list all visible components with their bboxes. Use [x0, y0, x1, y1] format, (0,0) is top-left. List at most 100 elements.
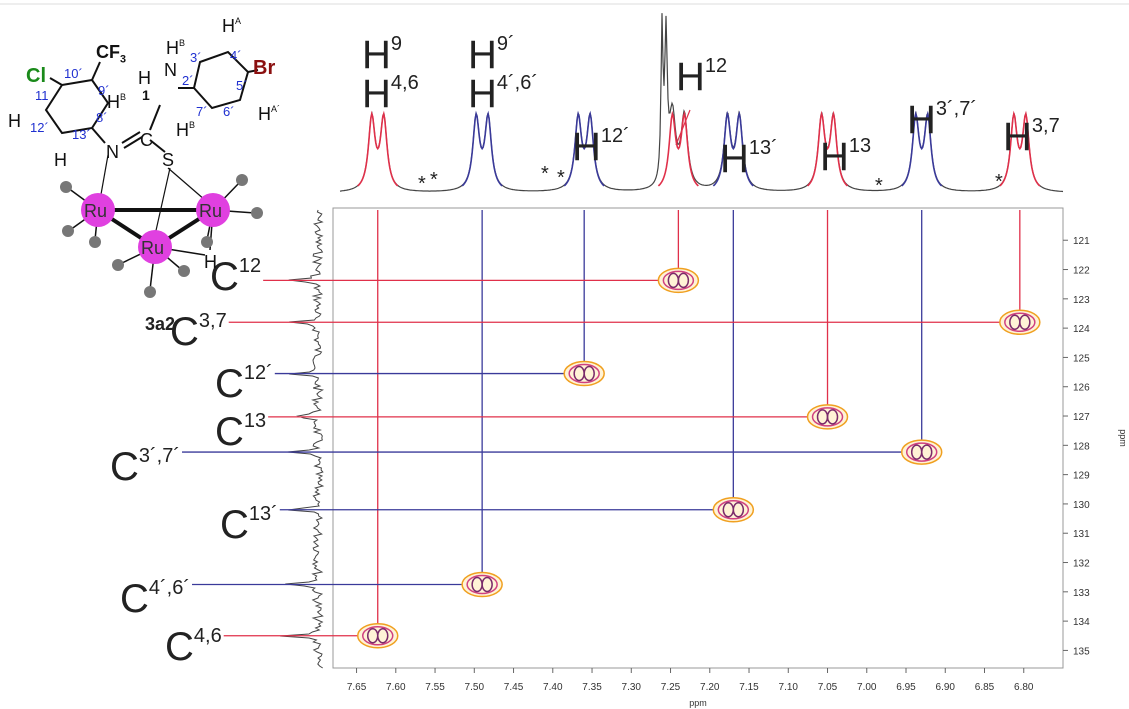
proton-peak [461, 110, 503, 187]
label-base: H [676, 55, 705, 99]
label-base: Br [253, 57, 275, 79]
atom-number: 6´ [223, 104, 235, 119]
proton-label: H3´,7´ [907, 98, 977, 142]
label-base: H [138, 68, 151, 88]
label-base: H [1003, 115, 1032, 159]
x-tick-label: 7.50 [465, 682, 485, 693]
label-base: H [572, 125, 601, 169]
carbon-trace [280, 209, 325, 669]
x-tick-label: 7.15 [739, 682, 759, 693]
cross-peak [356, 623, 399, 649]
atom-number: 3´ [190, 50, 202, 65]
label-sup: 13´ [249, 503, 278, 525]
inner-contour [583, 365, 595, 382]
cross-peak [563, 360, 605, 387]
label-base: C [210, 255, 239, 299]
atom-label: C [140, 130, 153, 150]
proton-label: H9´ [468, 33, 515, 77]
atom-number: 8´ [96, 110, 108, 125]
label-sup: B [179, 38, 185, 48]
carbon-label: C4,6 [165, 625, 222, 669]
asterisk: * [430, 169, 438, 191]
bond [49, 77, 63, 86]
cross-peak [900, 439, 943, 465]
label-base: H [362, 72, 391, 116]
label-base: C [215, 410, 244, 454]
ru-atoms [81, 193, 230, 264]
compound-label: 3a2 [145, 314, 175, 334]
asterisk: * [418, 173, 426, 195]
label-sup: A´ [271, 104, 280, 114]
inner-contour [376, 628, 389, 644]
label-base: C [170, 310, 199, 354]
atom-label: Br [253, 57, 275, 79]
x-tick-label: 7.10 [779, 682, 799, 693]
y-tick-label: 134 [1073, 617, 1090, 628]
cross-peak [806, 404, 849, 430]
label-sup: 3´,7´ [936, 98, 977, 120]
label-sup: 12 [705, 55, 727, 77]
label-base: H [176, 120, 189, 140]
proton-label: H12´ [572, 125, 630, 169]
inner-contour [466, 574, 498, 595]
label-sup: 9 [391, 33, 402, 55]
x-tick-label: 6.85 [975, 682, 995, 693]
proton-label: H12 [676, 55, 727, 99]
label-sup: 13 [244, 410, 266, 432]
co-balls [60, 174, 263, 298]
atom-number: 5´ [236, 78, 248, 93]
carbon-label: C13´ [220, 503, 278, 547]
label-sup: 3,7 [199, 310, 227, 332]
label-sup: B [120, 92, 126, 102]
label-base: H [222, 16, 235, 36]
label-sup: 9´ [497, 33, 515, 55]
cross-peak [657, 267, 700, 294]
bond [123, 136, 143, 149]
inner-contour [677, 272, 690, 289]
label-base: C [110, 445, 139, 489]
bond [149, 104, 161, 131]
y-tick-label: 132 [1073, 559, 1090, 570]
cross-peak [999, 309, 1041, 336]
bond [154, 167, 171, 236]
label-sup: 3´,7´ [139, 445, 180, 467]
asterisk: * [541, 163, 549, 185]
label-base: 1 [142, 87, 150, 103]
x-tick-label: 7.55 [425, 682, 445, 693]
label-sup: 12´ [601, 125, 630, 147]
y-tick-label: 124 [1073, 324, 1090, 335]
x-tick-label: 7.20 [700, 682, 720, 693]
atom-label: Cl [26, 65, 46, 87]
inner-contour [826, 409, 839, 425]
label-sup: 4´,6´ [497, 72, 538, 94]
proton-label: H4´,6´ [468, 72, 538, 116]
atom-number: 9´ [98, 83, 110, 98]
inner-contour [811, 407, 844, 427]
atom-number: 7´ [196, 104, 208, 119]
x-tick-label: 7.60 [386, 682, 406, 693]
proton-trace [339, 13, 1064, 193]
inner-contour [662, 270, 695, 291]
y-tick-label: 126 [1073, 383, 1090, 394]
label-base: H [468, 72, 497, 116]
atom-number: 10´ [64, 66, 83, 81]
atom-label: HB [107, 92, 126, 112]
y-tick-label: 127 [1073, 412, 1090, 423]
atom-label: H [54, 150, 67, 170]
x-tick-label: 6.95 [896, 682, 916, 693]
ru-ru-bond [96, 208, 220, 250]
label-base: H [8, 111, 21, 131]
proton-label: H13´ [720, 137, 778, 181]
label-sup: 3,7 [1032, 115, 1060, 137]
x-tick-label: 7.30 [622, 682, 642, 693]
cross-peak [712, 497, 755, 523]
y-tick-label: 121 [1073, 236, 1090, 247]
proton-peak [806, 110, 849, 187]
y-tick-label: 123 [1073, 295, 1090, 306]
atom-number: 13´ [72, 127, 91, 142]
label-base: H [907, 98, 936, 142]
label-base: CF [96, 42, 120, 62]
label-sup: 4´,6´ [149, 577, 190, 599]
bond [91, 127, 106, 144]
label-base: H [107, 92, 120, 112]
